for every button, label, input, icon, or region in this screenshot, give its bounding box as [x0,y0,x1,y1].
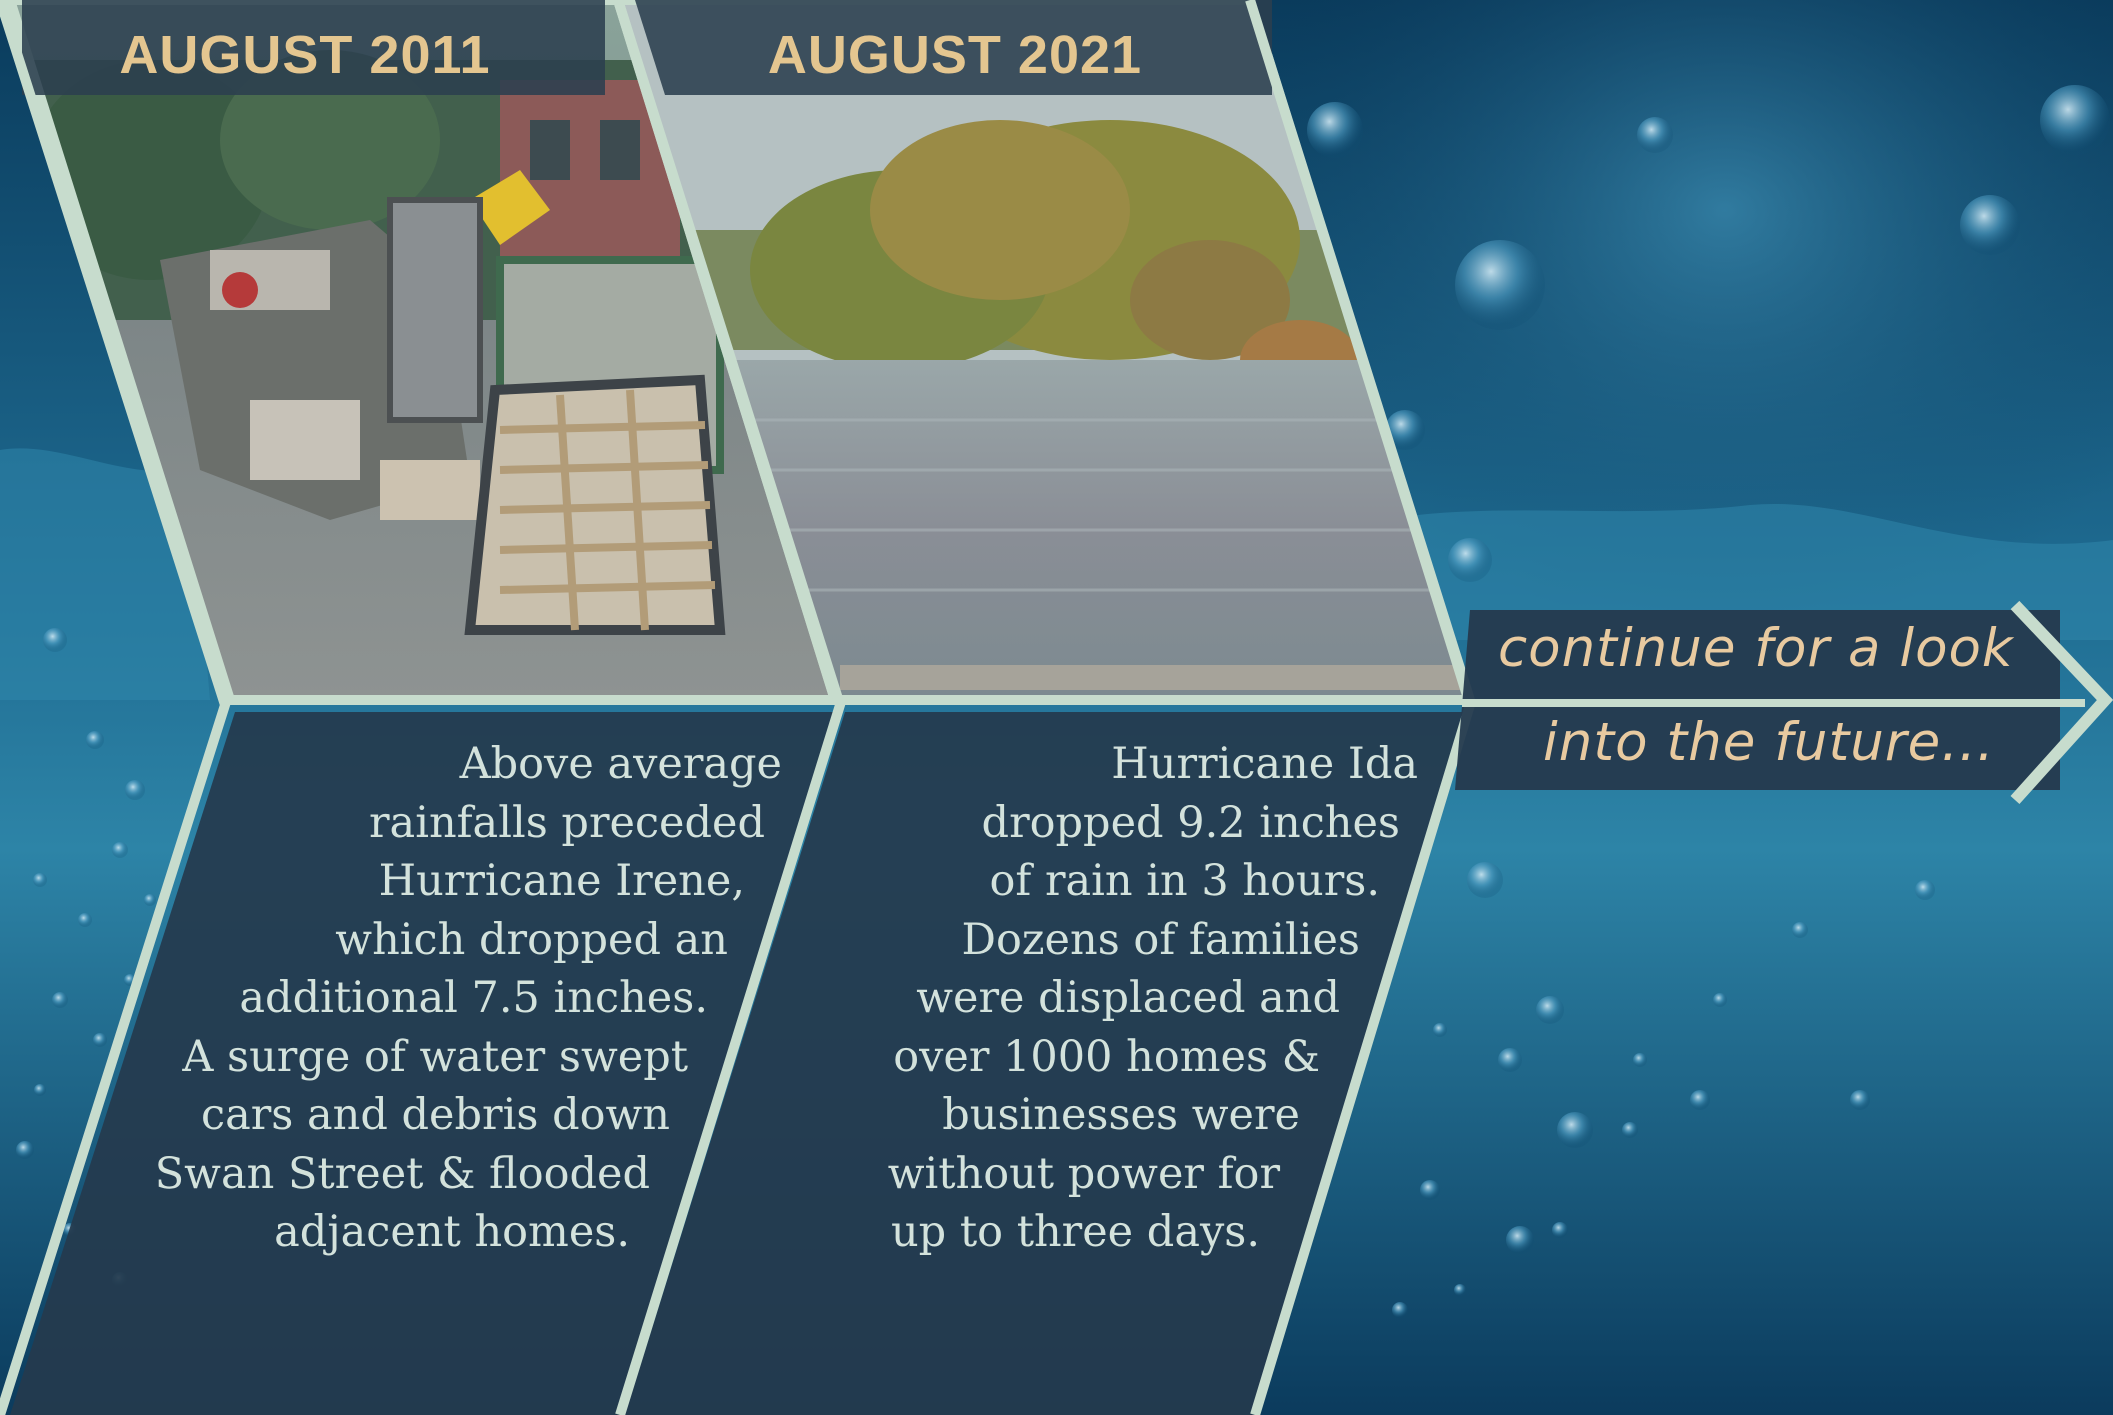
water-bubbles [16,85,2110,1318]
caption-line: Hurricane Ida [1111,739,1418,789]
caption-line: cars and debris down [201,1090,670,1140]
water-bubble [1506,1226,1534,1254]
water-bubble [34,1084,46,1096]
water-bubble [1467,862,1503,898]
water-bubble [1633,1053,1647,1067]
caption-line: adjacent homes. [274,1207,630,1257]
water-bubble [1557,1112,1593,1148]
water-bubble [1637,117,1673,153]
water-bubble [125,780,145,800]
water-bubble [1960,195,2020,255]
caption-line: were displaced and [916,973,1340,1023]
water-bubble [1498,1048,1522,1072]
caption-line: rainfalls preceded [369,797,765,848]
water-bubble [1385,410,1425,450]
title-2011: AUGUST 2011 [119,25,491,85]
caption-line: over 1000 homes & [893,1031,1320,1082]
water-bubble [1713,993,1727,1007]
water-bubble [1420,1180,1440,1200]
caption-line: Above average [459,739,782,789]
water-bubble [86,731,104,749]
caption-line: businesses were [942,1090,1300,1140]
title-bar-2021 [635,0,1272,95]
title-bar-2011 [22,0,605,95]
caption-line: Swan Street & flooded [154,1148,650,1199]
water-bubble [93,1033,107,1047]
cta-line-1: continue for a look [1498,618,2014,679]
water-bubble [2040,85,2110,155]
water-bubble [33,873,47,887]
water-bubble [1307,102,1363,158]
caption-line: without power for [887,1148,1280,1199]
water-bubble [1455,240,1545,330]
water-bubble [16,1141,34,1159]
title-2021: AUGUST 2021 [767,25,1143,85]
water-bubble [1915,880,1935,900]
water-bubble [1792,922,1808,938]
caption-line: which dropped an [335,914,728,965]
water-bubble [1690,1090,1710,1110]
water-bubble [78,913,92,927]
caption-line: Dozens of families [961,914,1360,965]
water-bubble [43,628,67,652]
water-bubble [52,992,68,1008]
water-bubble [1392,1302,1408,1318]
caption-line: up to three days. [890,1207,1260,1257]
caption-line: A surge of water swept [182,1031,688,1082]
water-bubble [1433,1023,1447,1037]
caption-line: additional 7.5 inches. [239,973,708,1023]
water-bubble [112,842,128,858]
cta-arrow [1455,600,2113,805]
water-bubble [1552,1222,1568,1238]
caption-line: of rain in 3 hours. [989,856,1381,906]
caption-line: Hurricane Irene, [378,856,745,906]
water-bubble [1622,1122,1638,1138]
water-bubble [1536,996,1564,1024]
caption-line: dropped 9.2 inches [981,797,1400,848]
water-bubble [144,894,156,906]
water-bubble [1850,1090,1870,1110]
cta-line-2: into the future... [1543,712,1995,773]
water-bubble [1454,1284,1466,1296]
water-bubble [1448,538,1492,582]
